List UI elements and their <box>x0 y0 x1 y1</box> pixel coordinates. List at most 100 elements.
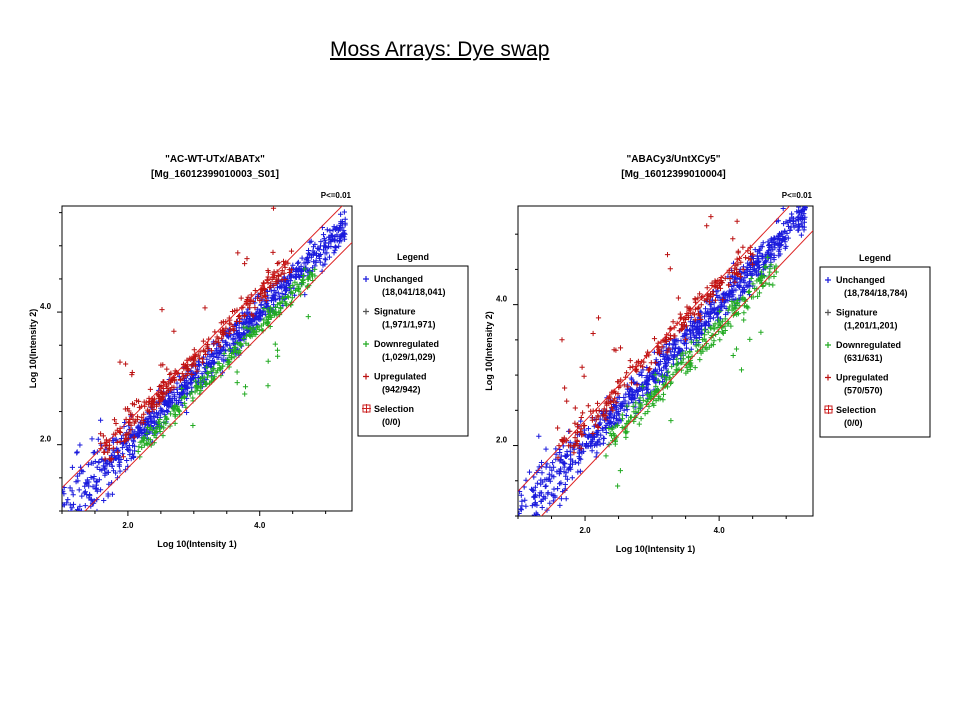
data-point <box>199 371 205 377</box>
data-point <box>733 346 740 352</box>
data-point <box>596 437 602 443</box>
data-point <box>288 248 295 254</box>
data-point <box>303 260 309 266</box>
data-point <box>730 312 736 318</box>
data-point <box>705 329 711 335</box>
data-point <box>650 376 656 382</box>
data-point <box>306 273 313 279</box>
data-point <box>270 206 277 211</box>
data-point <box>217 365 223 371</box>
data-point <box>564 398 570 404</box>
data-point <box>582 443 589 449</box>
data-point <box>72 522 77 527</box>
data-point <box>167 396 173 402</box>
data-point <box>341 209 347 215</box>
data-point <box>267 284 273 290</box>
data-point <box>704 346 710 352</box>
data-point <box>171 406 177 412</box>
data-point <box>623 430 629 436</box>
data-point <box>128 422 134 428</box>
data-point <box>318 239 324 245</box>
data-point <box>518 510 522 516</box>
data-point <box>733 262 739 268</box>
data-point <box>79 468 85 474</box>
data-point <box>91 500 97 506</box>
data-point <box>228 321 234 327</box>
data-point <box>795 214 801 220</box>
data-point <box>746 288 752 294</box>
data-point <box>708 325 714 331</box>
legend-box <box>357 265 469 437</box>
legend: Legend Unchanged (18,784/18,784) Signature (… <box>819 253 931 438</box>
data-point <box>579 364 585 370</box>
data-point <box>279 268 285 274</box>
data-point <box>194 368 200 374</box>
data-point <box>176 374 182 380</box>
data-point <box>160 433 166 439</box>
tick-marks <box>513 233 787 521</box>
data-point <box>305 314 311 320</box>
data-point <box>115 456 121 462</box>
data-point <box>184 409 190 416</box>
data-point <box>261 292 267 298</box>
data-point <box>687 361 693 367</box>
data-point <box>65 513 70 518</box>
data-point <box>292 279 298 285</box>
data-point <box>238 295 244 301</box>
data-point <box>156 423 163 429</box>
legend-count-selection: (0/0) <box>844 418 863 428</box>
data-point <box>234 369 240 375</box>
data-point <box>231 354 237 360</box>
data-point <box>136 404 142 410</box>
data-point <box>261 305 267 312</box>
data-point <box>326 254 333 260</box>
data-point <box>74 473 80 479</box>
data-point <box>702 323 708 329</box>
data-point <box>69 505 75 511</box>
data-point <box>62 502 66 508</box>
data-point <box>742 280 748 286</box>
data-point <box>274 347 281 353</box>
data-point <box>717 308 723 314</box>
data-point <box>183 372 189 379</box>
data-point <box>178 399 184 406</box>
data-point <box>332 238 338 244</box>
data-point <box>556 443 562 449</box>
data-point <box>283 287 289 293</box>
data-point <box>702 332 708 338</box>
data-point <box>171 394 178 400</box>
data-point <box>562 481 568 488</box>
data-point <box>756 290 763 296</box>
data-point <box>726 270 732 276</box>
data-point <box>722 327 728 334</box>
data-point <box>125 446 131 453</box>
data-point <box>100 433 106 439</box>
data-point <box>290 262 296 268</box>
data-point <box>649 390 655 396</box>
data-point <box>532 494 538 500</box>
data-point <box>768 262 774 268</box>
data-point <box>158 397 164 403</box>
data-point <box>776 253 782 259</box>
data-point <box>569 458 575 464</box>
data-point <box>547 464 553 470</box>
legend-marker-unchanged <box>825 277 831 283</box>
data-point <box>763 280 769 286</box>
data-point <box>674 320 680 326</box>
data-point <box>164 407 170 414</box>
data-point <box>288 289 294 295</box>
data-point <box>621 407 627 413</box>
data-point <box>659 368 665 374</box>
data-point <box>143 440 149 446</box>
data-point <box>665 357 671 363</box>
data-point <box>78 508 85 511</box>
data-point <box>710 292 716 298</box>
data-point <box>785 223 792 229</box>
data-point <box>711 305 717 311</box>
legend-label-unchanged: Unchanged <box>374 274 423 284</box>
data-point <box>676 349 682 355</box>
data-point <box>80 516 85 521</box>
data-point <box>313 258 319 264</box>
data-point <box>578 414 584 421</box>
data-point <box>277 283 283 290</box>
